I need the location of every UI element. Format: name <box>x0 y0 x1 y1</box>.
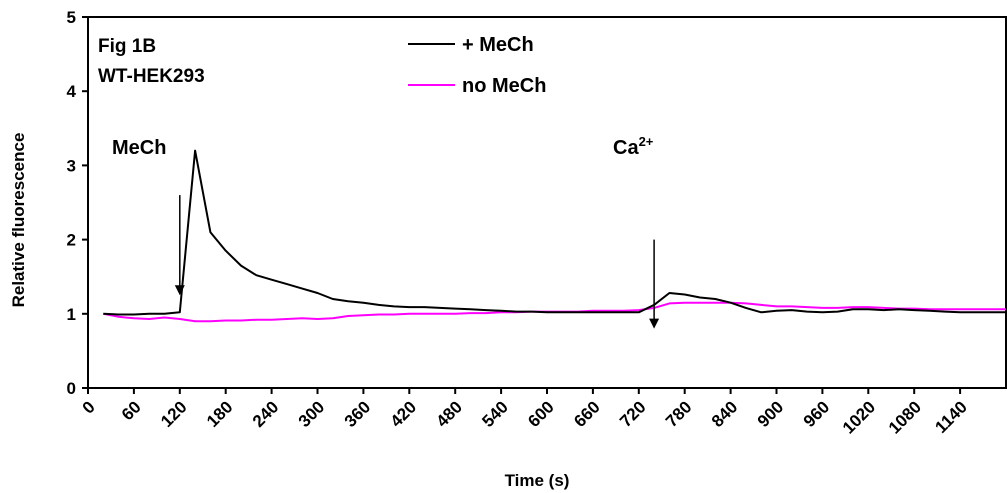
annotation-arrow-head <box>649 318 660 329</box>
y-tick-label: 2 <box>67 231 76 250</box>
annotations: MeCh Ca2+ <box>112 134 660 329</box>
plot-frame <box>87 16 1007 389</box>
x-axis-ticks: 0 60 120 180 240 300 360 420 480 540 600 660 720 780 8… <box>79 388 971 438</box>
x-tick-label: 480 <box>433 397 466 430</box>
x-tick-label: 360 <box>341 397 374 430</box>
panel-label: Fig 1B <box>98 36 156 57</box>
x-tick-label: 60 <box>118 397 145 424</box>
cell-line-label: WT-HEK293 <box>98 66 205 87</box>
x-tick-label: 660 <box>570 397 603 430</box>
y-axis-title: Relative fluorescence <box>9 133 28 308</box>
annotation-ca-text: Ca <box>613 137 639 159</box>
x-tick-label: 180 <box>203 397 236 430</box>
axes <box>87 16 1007 389</box>
x-tick-label: 600 <box>524 397 557 430</box>
y-axis-ticks: 0 1 2 3 4 5 <box>67 8 88 398</box>
y-tick-label: 3 <box>67 156 76 175</box>
x-axis-title: Time (s) <box>505 471 570 490</box>
x-tick-label: 420 <box>387 397 420 430</box>
x-tick-label: 900 <box>754 397 787 430</box>
legend-label-mech: + MeCh <box>462 34 534 56</box>
x-tick-label: 780 <box>662 397 695 430</box>
series-line-mech <box>103 149 1006 316</box>
annotation-ca-superscript: 2+ <box>639 134 654 149</box>
x-tick-label: 120 <box>157 397 190 430</box>
annotation-mech-label: MeCh <box>112 137 166 159</box>
x-tick-label: 960 <box>800 397 833 430</box>
legend-label-no-mech: no MeCh <box>462 75 546 97</box>
y-tick-label: 0 <box>67 379 76 398</box>
y-tick-label: 5 <box>67 8 76 27</box>
x-tick-label: 840 <box>708 397 741 430</box>
y-tick-label: 4 <box>67 82 77 101</box>
x-tick-label: 540 <box>478 397 511 430</box>
annotation-ca-label: Ca2+ <box>613 134 654 159</box>
y-tick-label: 1 <box>67 305 76 324</box>
annotation-arrow-head <box>174 285 185 296</box>
series-lines <box>103 149 1006 323</box>
x-tick-label: 300 <box>295 397 328 430</box>
x-tick-label: 240 <box>249 397 282 430</box>
x-tick-label: 1020 <box>839 397 879 437</box>
legend: + MeCh no MeCh <box>408 34 546 97</box>
x-tick-label: 1140 <box>931 397 971 437</box>
x-tick-label: 1080 <box>885 397 925 437</box>
x-tick-label: 0 <box>79 397 99 417</box>
x-tick-label: 720 <box>616 397 649 430</box>
